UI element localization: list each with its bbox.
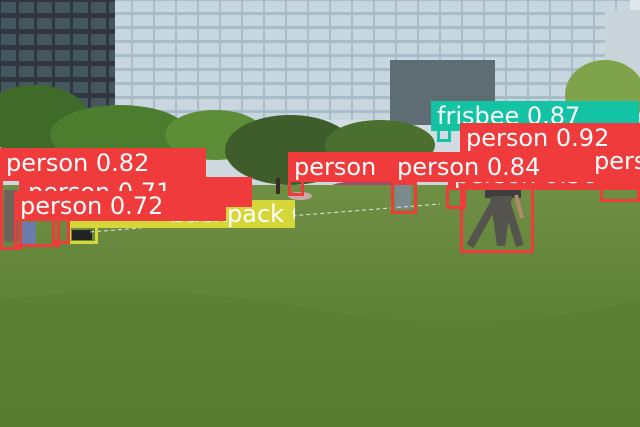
label-person-distant: person (288, 152, 408, 182)
detection-box-person-crouching (391, 182, 417, 214)
person-standing (466, 190, 524, 248)
label-person-092: person 0.92 (460, 123, 640, 153)
label-person-072: person 0.72 (14, 191, 226, 221)
glass-building (115, 0, 630, 120)
lawn-shading (0, 292, 640, 427)
label-person-082: person 0.82 (0, 148, 206, 178)
person-crouching (395, 185, 411, 209)
distant-figure (276, 178, 280, 194)
child-left (22, 222, 36, 244)
backpack (72, 230, 92, 240)
label-person-084: person 0.84 (391, 152, 599, 182)
